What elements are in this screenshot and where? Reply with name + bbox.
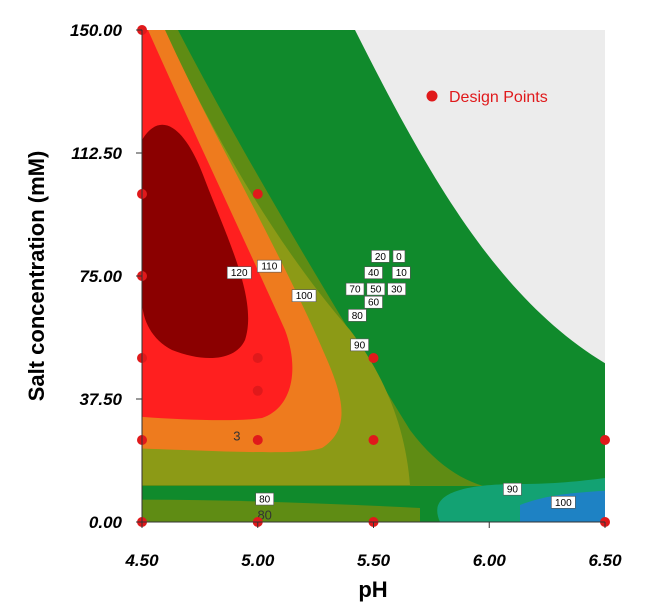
contour-label-box: [347, 309, 367, 322]
design-point: [252, 435, 263, 445]
y-tick-label: 0.00: [89, 513, 123, 532]
contour-label: 80: [352, 311, 364, 322]
contour-label-box: [255, 492, 274, 506]
contour-label: 70: [349, 285, 361, 296]
contour-label: 3: [233, 429, 240, 444]
design-point: [252, 353, 263, 363]
contour-label-box: [345, 282, 365, 296]
y-tick-label: 150.00: [70, 21, 123, 40]
x-tick-label: 4.50: [124, 551, 159, 570]
contour-label: 60: [368, 298, 380, 309]
contour-label-box: [551, 496, 576, 509]
contour-label: 20: [375, 252, 387, 263]
contour-label-box: [291, 289, 317, 302]
contour-label-box: [366, 282, 386, 296]
y-tick-label: 75.00: [79, 267, 122, 286]
contour-label-box: [364, 295, 383, 309]
legend-label: Design Points: [449, 89, 548, 106]
legend: Design Points: [426, 89, 548, 106]
contour-label: 90: [507, 485, 519, 496]
contour-label-box: [257, 259, 282, 273]
y-axis-title: Salt concentration (mM): [24, 151, 49, 402]
contour-label-box: [503, 482, 522, 496]
contour-label-box: [387, 282, 406, 296]
x-tick-label: 5.00: [241, 551, 275, 570]
x-tick-label: 6.50: [588, 551, 622, 570]
design-point: [368, 435, 379, 445]
contour-label-box: [391, 266, 411, 280]
y-tick-label: 37.50: [79, 390, 122, 409]
contour-label: 30: [391, 285, 403, 296]
contour-label: 40: [368, 268, 380, 279]
contour-label-box: [392, 250, 406, 263]
legend-marker: [426, 90, 438, 102]
design-point: [252, 385, 263, 396]
x-axis-title: pH: [358, 577, 387, 602]
contour-label: 0: [396, 252, 402, 263]
contour-label: 80: [259, 495, 271, 506]
contour-label-box: [364, 266, 383, 280]
axis-ticks: 4.50 5.00 5.50 6.00 6.50 0.00 37.50 75.00 112.50…: [70, 21, 622, 570]
contour-label-box: [371, 250, 390, 263]
contour-label: 90: [354, 340, 366, 351]
contour-label-box: [350, 338, 369, 352]
design-point: [600, 435, 610, 445]
y-tick-label: 112.50: [71, 144, 122, 163]
design-point: [368, 353, 379, 363]
contour-label: 10: [396, 268, 408, 279]
contour-label: 50: [370, 285, 382, 296]
x-tick-label: 6.00: [473, 551, 507, 570]
design-point: [252, 189, 263, 199]
contour-label: 100: [296, 291, 313, 302]
contour-label-box: [226, 266, 252, 280]
contour-band-80-bottom: [142, 499, 420, 522]
contour-label: 120: [231, 268, 248, 279]
contour-label: 100: [555, 498, 572, 509]
x-tick-label: 5.50: [357, 551, 391, 570]
contour-band-130: [142, 124, 249, 359]
contour-label: 110: [261, 262, 277, 273]
